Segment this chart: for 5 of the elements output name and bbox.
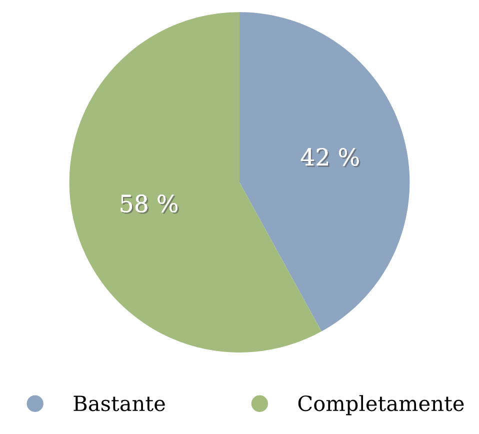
legend-label: Bastante <box>74 396 165 412</box>
data-label: 42 % <box>300 148 360 168</box>
legend-label: Completamente <box>298 395 464 416</box>
data-label: 58 % <box>120 194 179 214</box>
pie-slice <box>240 12 410 332</box>
